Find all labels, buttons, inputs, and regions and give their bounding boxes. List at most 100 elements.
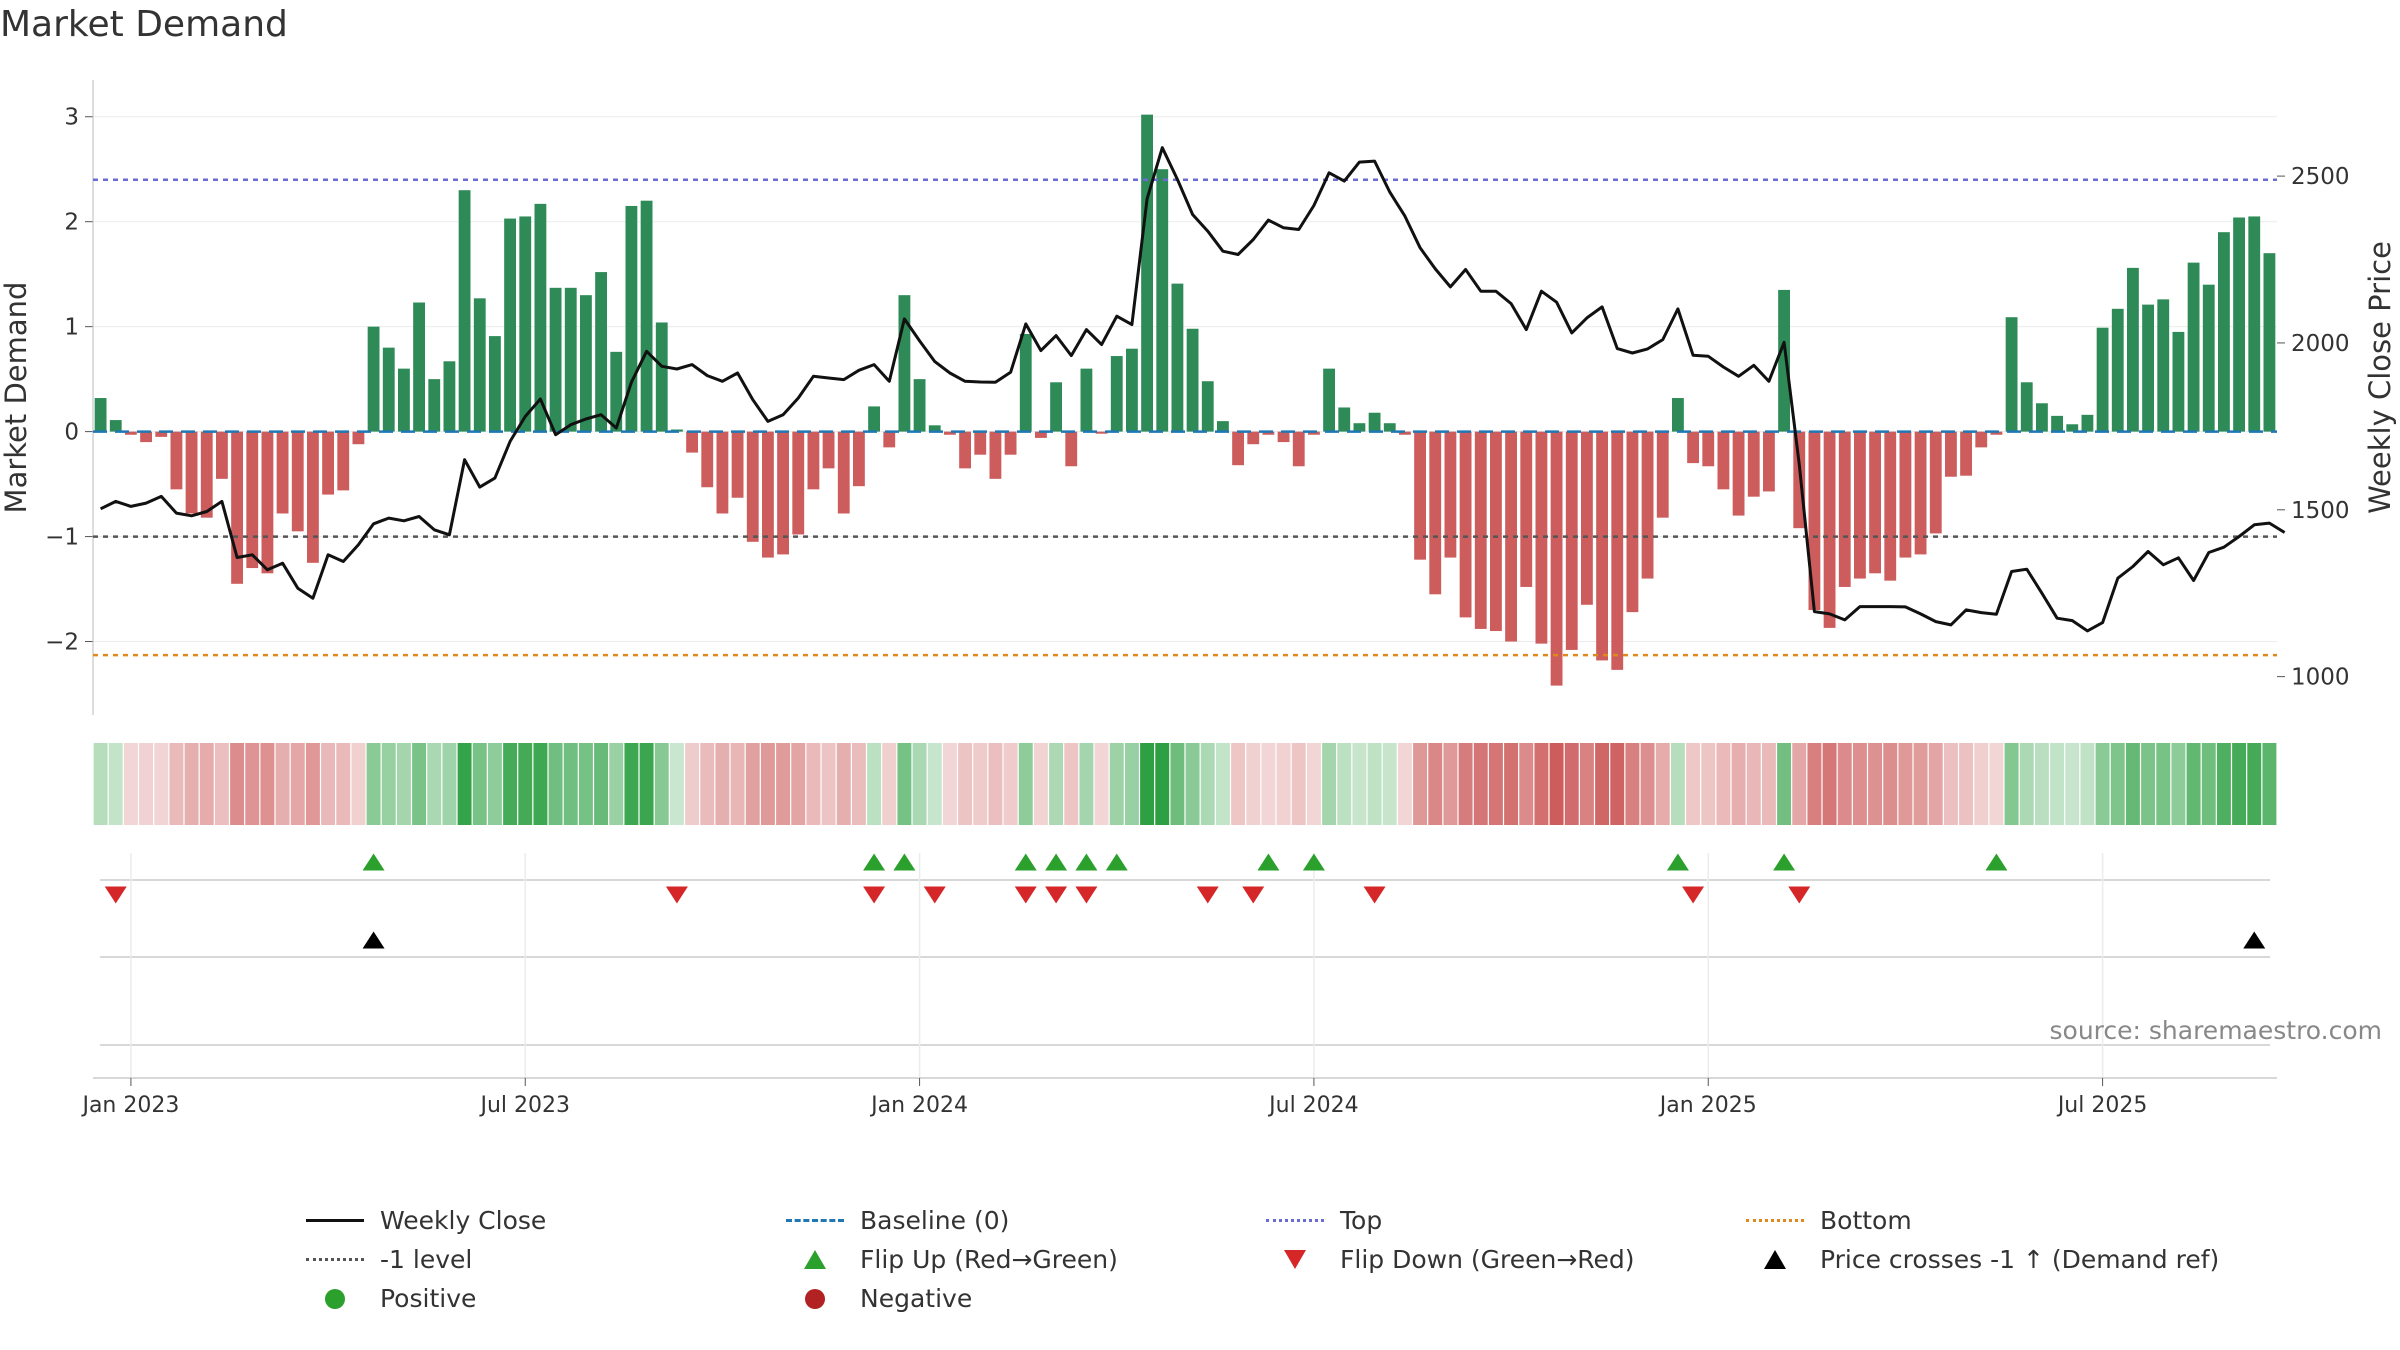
- demand-bar-positive: [1383, 423, 1396, 432]
- demand-heat-cell: [1943, 743, 1958, 825]
- demand-heat-cell: [1595, 743, 1610, 825]
- demand-heat-cell: [548, 743, 563, 825]
- demand-heat-cell: [230, 743, 245, 825]
- demand-bar-negative: [276, 431, 289, 514]
- demand-heat-cell: [275, 743, 290, 825]
- demand-bar-negative: [231, 431, 243, 584]
- demand-heat-cell: [851, 743, 866, 825]
- demand-heat-cell: [806, 743, 821, 825]
- demand-bar-negative: [1732, 431, 1745, 516]
- demand-heat-cell: [1033, 743, 1048, 825]
- demand-heat-cell: [2080, 743, 2095, 825]
- demand-bar-negative: [1717, 431, 1730, 490]
- demand-bar-negative: [1262, 431, 1275, 435]
- demand-bar-negative: [989, 431, 1002, 479]
- demand-heat-cell: [1185, 743, 1200, 825]
- legend-top: Top: [1260, 1205, 1740, 1236]
- flip-down-marker: [104, 886, 127, 904]
- demand-bar-negative: [731, 431, 744, 498]
- demand-bar-positive: [655, 322, 668, 432]
- demand-bar-negative: [1838, 431, 1851, 587]
- demand-heat-cell: [321, 743, 336, 825]
- demand-heat-cell: [1519, 743, 1534, 825]
- demand-heat-cell: [199, 743, 214, 825]
- demand-heat-cell: [1124, 743, 1139, 825]
- demand-heat-cell: [518, 743, 533, 825]
- demand-heat-cell: [700, 743, 715, 825]
- demand-bar-negative: [1550, 431, 1563, 686]
- demand-heat-cell: [154, 743, 169, 825]
- demand-bar-positive: [640, 200, 653, 432]
- demand-heat-cell: [351, 743, 366, 825]
- demand-bar-positive: [2142, 304, 2154, 432]
- demand-heat-cell: [1610, 743, 1625, 825]
- demand-heat-cell: [882, 743, 897, 825]
- demand-bar-negative: [1444, 431, 1457, 558]
- demand-bar-negative: [746, 431, 759, 542]
- demand-bar-positive: [109, 420, 122, 432]
- flip-up-marker: [1666, 853, 1689, 871]
- demand-bar-positive: [1110, 356, 1123, 432]
- flip-down-marker: [863, 886, 886, 904]
- flip-up-marker: [1985, 853, 2008, 871]
- flip-down-marker: [923, 886, 946, 904]
- demand-bar-negative: [822, 431, 835, 469]
- demand-bar-positive: [534, 203, 547, 432]
- demand-heat-cell: [1367, 743, 1382, 825]
- demand-bar-negative: [853, 431, 865, 487]
- demand-heat-cell: [942, 743, 957, 825]
- demand-heat-cell: [396, 743, 411, 825]
- demand-heat-cell: [1094, 743, 1109, 825]
- demand-heat-cell: [715, 743, 730, 825]
- demand-heat-cell: [2216, 743, 2231, 825]
- demand-heat-cell: [654, 743, 669, 825]
- demand-bar-positive: [1126, 348, 1138, 432]
- demand-heat-cell: [1322, 743, 1337, 825]
- legend-weekly-close: Weekly Close: [300, 1205, 780, 1236]
- demand-bar-negative: [807, 431, 820, 490]
- demand-bar-positive: [2005, 317, 2018, 432]
- demand-bar-negative: [1596, 431, 1608, 661]
- demand-heat-cell: [1109, 743, 1124, 825]
- demand-bar-negative: [185, 431, 198, 514]
- y2-tick-label: 1500: [2291, 498, 2350, 524]
- demand-bar-negative: [1611, 431, 1624, 670]
- demand-heat-cell: [912, 743, 927, 825]
- y2-tick-label: 2500: [2291, 164, 2350, 190]
- demand-heat-cell: [1291, 743, 1306, 825]
- flip-up-marker: [1105, 853, 1128, 871]
- demand-bar-negative: [883, 431, 896, 448]
- demand-heat-cell: [897, 743, 912, 825]
- demand-heat-cell: [1079, 743, 1094, 825]
- demand-heat-cell: [1716, 743, 1731, 825]
- demand-heat-cell: [973, 743, 988, 825]
- demand-bar-negative: [1747, 431, 1760, 497]
- demand-heat-cell: [1231, 743, 1246, 825]
- demand-bar-negative: [1277, 431, 1290, 443]
- demand-heat-cell: [1458, 743, 1473, 825]
- demand-heat-cell: [1731, 743, 1746, 825]
- demand-heat-cell: [1898, 743, 1913, 825]
- demand-bar-negative: [200, 431, 213, 518]
- y2-tick-label: 1000: [2291, 665, 2350, 691]
- demand-bar-negative: [1459, 431, 1472, 618]
- demand-heat-cell: [214, 743, 229, 825]
- demand-heat-cell: [1504, 743, 1519, 825]
- flip-down-marker: [665, 886, 688, 904]
- x-tick-label: Jan 2025: [1658, 1093, 1757, 1118]
- demand-heat-cell: [958, 743, 973, 825]
- demand-bar-negative: [944, 431, 956, 435]
- demand-bar-negative: [1990, 431, 2003, 435]
- weekly-close-line: [99, 146, 2286, 633]
- flip-up-marker: [893, 853, 916, 871]
- demand-bar-positive: [1156, 169, 1169, 432]
- x-tick-label: Jul 2024: [1267, 1093, 1359, 1118]
- demand-heat-cell: [776, 743, 791, 825]
- demand-heat-cell: [669, 743, 684, 825]
- demand-bar-positive: [610, 351, 623, 432]
- demand-bar-negative: [837, 431, 850, 514]
- demand-bar-positive: [580, 295, 592, 432]
- demand-heat-cell: [1473, 743, 1488, 825]
- demand-bar-negative: [291, 431, 304, 532]
- demand-heat-cell: [1928, 743, 1943, 825]
